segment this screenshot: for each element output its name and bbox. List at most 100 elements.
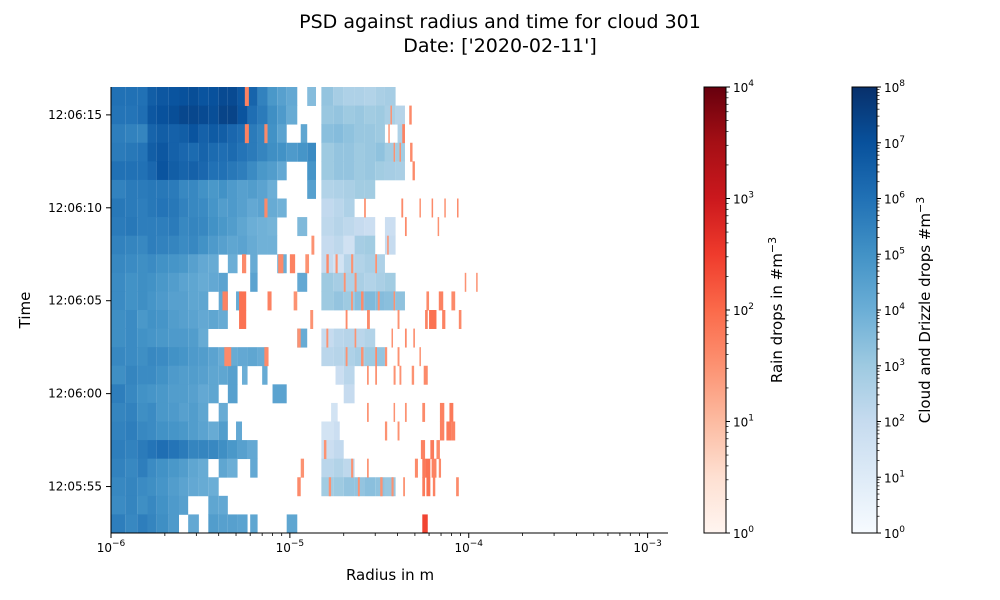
cloud-drop-cell bbox=[343, 254, 355, 274]
cloud-drop-cell bbox=[137, 105, 148, 125]
cloud-drop-cell bbox=[333, 440, 344, 460]
cloud-drop-cell bbox=[333, 254, 344, 274]
cloud-drop-cell bbox=[321, 272, 334, 292]
cloud-drop-cell bbox=[354, 161, 365, 181]
cloud-drop-cell bbox=[111, 124, 126, 144]
rain-drop-cell bbox=[451, 421, 456, 441]
cloud-drop-cell bbox=[111, 384, 126, 404]
cloud-drop-cell bbox=[168, 179, 180, 199]
cloud-drop-cell bbox=[218, 365, 228, 385]
cloud-drop-cell bbox=[111, 495, 126, 515]
cloud-drop-cell bbox=[125, 495, 138, 515]
cloud-drop-cell bbox=[125, 105, 138, 125]
cloud-drop-cell bbox=[125, 142, 138, 162]
rain-drop-cell bbox=[430, 440, 435, 460]
cloud-drop-cell bbox=[384, 161, 396, 181]
cloud-colorbar-ticks: 100 101 102 103 104 105 106 107 108 bbox=[877, 79, 905, 541]
rain-drop-cell bbox=[425, 310, 428, 329]
cloud-drop-cell bbox=[111, 142, 126, 162]
cloud-drop-cell bbox=[147, 440, 157, 460]
cloud-drop-cell bbox=[208, 198, 219, 218]
cloud-drop-cell bbox=[343, 142, 355, 162]
cloud-drop-cell bbox=[156, 421, 169, 441]
cloud-drop-cell bbox=[156, 217, 169, 237]
cloud-drop-cell bbox=[218, 105, 228, 125]
cloud-drop-cell bbox=[384, 477, 396, 497]
cloud-drop-cell bbox=[218, 198, 228, 218]
cloud-drop-cell bbox=[375, 87, 385, 106]
cloud-drop-cell bbox=[156, 272, 169, 292]
cloud-drop-cell bbox=[179, 421, 189, 441]
colorbar-tick-label: 102 bbox=[884, 414, 905, 430]
cloud-drop-cell bbox=[188, 179, 199, 199]
cloud-drop-cell bbox=[111, 161, 126, 181]
cloud-drop-cell bbox=[343, 179, 355, 199]
rain-drop-cell bbox=[437, 217, 440, 237]
cloud-drop-cell bbox=[125, 179, 138, 199]
cloud-drop-cell bbox=[297, 272, 308, 292]
rain-drop-cell bbox=[311, 235, 315, 255]
cloud-drop-cell bbox=[277, 161, 287, 181]
cloud-drop-cell bbox=[333, 124, 344, 144]
cloud-drop-cell bbox=[257, 124, 268, 144]
cloud-drop-cell bbox=[111, 254, 126, 274]
cloud-drop-cell bbox=[208, 514, 219, 534]
cloud-drop-cell bbox=[147, 198, 157, 218]
rain-drop-cell bbox=[422, 458, 426, 478]
cloud-drop-cell bbox=[321, 142, 334, 162]
cloud-drop-cell bbox=[125, 161, 138, 181]
cloud-drop-cell bbox=[147, 477, 157, 497]
rain-drop-cell bbox=[425, 458, 431, 478]
cloud-drop-cell bbox=[156, 179, 169, 199]
cloud-drop-cell bbox=[125, 440, 138, 460]
cloud-drop-cell bbox=[147, 365, 157, 385]
cloud-drop-cell bbox=[321, 161, 334, 181]
cloud-drop-cell bbox=[321, 179, 334, 199]
cloud-drop-cell bbox=[277, 87, 287, 106]
cloud-drop-cell bbox=[137, 477, 148, 497]
cloud-drop-cell bbox=[125, 310, 138, 329]
cloud-drop-cell bbox=[267, 198, 278, 218]
cloud-drop-cell bbox=[147, 328, 157, 348]
rain-drop-cell bbox=[354, 328, 357, 348]
cloud-drop-cell bbox=[179, 235, 189, 255]
rain-drop-cell bbox=[377, 291, 380, 311]
cloud-drop-cell bbox=[179, 477, 189, 497]
cloud-drop-cell bbox=[198, 87, 209, 106]
cloud-drop-cell bbox=[343, 235, 355, 255]
cloud-drop-cell bbox=[277, 124, 287, 144]
rain-drop-cell bbox=[239, 310, 247, 329]
cloud-drop-cell bbox=[198, 124, 209, 144]
cloud-drop-cell bbox=[321, 105, 334, 125]
cloud-drop-cell bbox=[168, 328, 180, 348]
rain-drop-cell bbox=[393, 291, 396, 311]
cloud-drop-cell bbox=[179, 328, 189, 348]
cloud-drop-cell bbox=[250, 254, 258, 274]
cloud-drop-cell bbox=[354, 328, 365, 348]
cloud-drop-cell bbox=[321, 87, 334, 106]
cloud-drop-cell bbox=[156, 198, 169, 218]
cloud-drop-cell bbox=[237, 87, 248, 106]
x-tick-label: 10−3 bbox=[633, 539, 662, 555]
cloud-drop-cell bbox=[208, 440, 219, 460]
cloud-drop-cell bbox=[137, 328, 148, 348]
rain-drop-cell bbox=[297, 328, 301, 348]
cloud-drop-cell bbox=[179, 142, 189, 162]
cloud-drop-cell bbox=[257, 198, 268, 218]
cloud-drop-cell bbox=[125, 477, 138, 497]
cloud-drop-cell bbox=[218, 495, 228, 515]
cloud-drop-cell bbox=[307, 179, 317, 199]
rain-colorbar-label-text: Rain drops in #m bbox=[768, 253, 786, 383]
cloud-drop-cell bbox=[147, 458, 157, 478]
cloud-drop-cell bbox=[125, 384, 138, 404]
colorbar-tick-label: 101 bbox=[733, 414, 754, 430]
cloud-drop-cell bbox=[364, 254, 376, 274]
cloud-drop-cell bbox=[227, 347, 238, 367]
rain-drop-cell bbox=[419, 198, 421, 218]
cloud-drop-cell bbox=[300, 124, 308, 144]
cloud-drop-cell bbox=[257, 235, 268, 255]
cloud-drop-cell bbox=[179, 291, 189, 311]
cloud-drop-cell bbox=[125, 328, 138, 348]
colorbar-tick-label: 106 bbox=[884, 191, 905, 207]
cloud-drop-cell bbox=[242, 365, 248, 385]
